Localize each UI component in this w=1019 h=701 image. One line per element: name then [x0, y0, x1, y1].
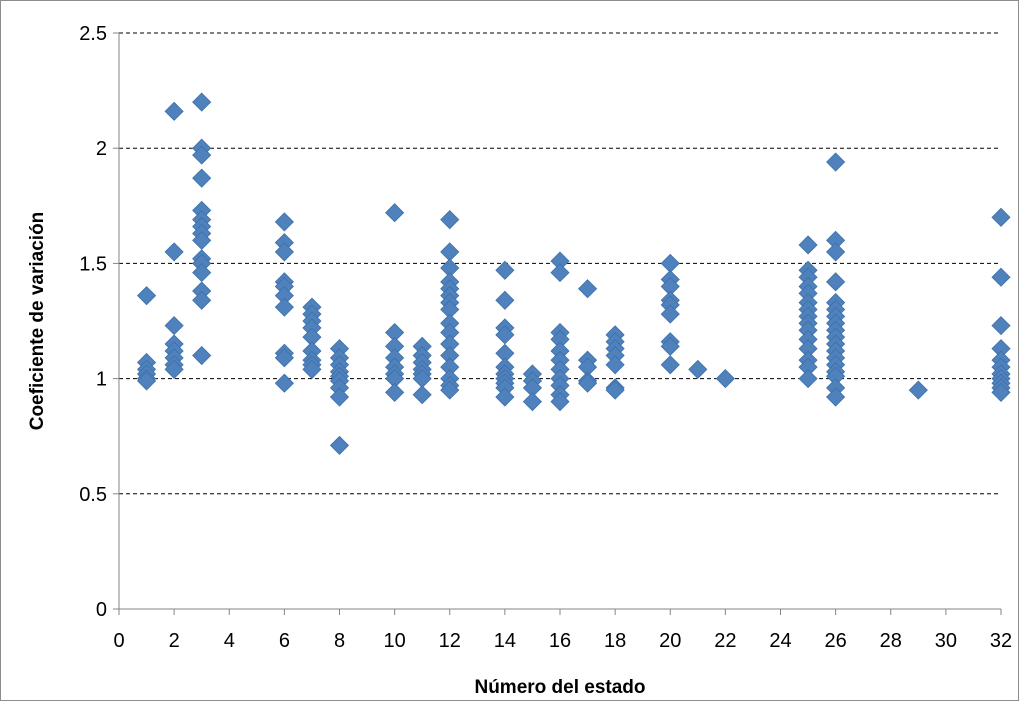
y-tick-label: 2.5: [79, 23, 107, 45]
data-point: [274, 242, 294, 262]
data-point: [164, 316, 184, 336]
x-tick-label: 8: [334, 630, 345, 652]
data-point: [798, 369, 818, 389]
tick-labels: 00.511.522.50 2 4 6 8 10 12 14 16 18 20 22 24 26 28 30 3…: [79, 23, 1012, 652]
x-tick-label: 22: [714, 630, 736, 652]
data-point: [385, 382, 405, 402]
x-tick-label: 28: [880, 630, 902, 652]
x-tick-label: 10: [384, 630, 406, 652]
data-point: [192, 145, 212, 165]
x-tick-label: 12: [439, 630, 461, 652]
y-tick-label: 1.5: [79, 253, 107, 275]
data-point: [660, 304, 680, 324]
data-point: [495, 290, 515, 310]
data-point: [495, 260, 515, 280]
data-point: [826, 272, 846, 292]
data-point: [385, 203, 405, 223]
data-point: [550, 392, 570, 412]
y-tick-label: 0.5: [79, 484, 107, 506]
data-point: [605, 355, 625, 375]
x-axis-title: Número del estado: [474, 677, 645, 698]
data-point: [660, 253, 680, 273]
x-tick-label: 30: [935, 630, 957, 652]
y-tick-label: 1: [96, 369, 107, 391]
data-point: [412, 385, 432, 405]
data-point: [688, 359, 708, 379]
y-tick-label: 2: [96, 138, 107, 160]
data-point: [192, 92, 212, 112]
data-point: [550, 263, 570, 283]
data-point: [274, 348, 294, 368]
x-tick-label: 24: [769, 630, 791, 652]
axes: [113, 32, 1002, 615]
data-point: [577, 279, 598, 299]
data-point: [495, 387, 515, 407]
data-point: [991, 267, 1011, 287]
x-tick-label: 16: [549, 630, 571, 652]
data-point: [164, 101, 184, 121]
data-point: [192, 345, 212, 366]
x-tick-label: 6: [279, 630, 290, 652]
data-point: [826, 242, 846, 262]
x-tick-label: 2: [169, 630, 180, 652]
data-point: [192, 290, 212, 310]
data-point: [136, 371, 157, 391]
data-point: [826, 387, 846, 407]
x-tick-label: 18: [604, 630, 626, 652]
data-point: [826, 152, 846, 172]
data-point: [136, 286, 157, 306]
x-tick-label: 14: [494, 630, 516, 652]
data-point: [798, 235, 818, 255]
x-tick-label: 0: [113, 630, 124, 652]
y-axis-title: Coeficiente de variación: [27, 212, 48, 431]
data-point: [164, 359, 184, 379]
data-point: [522, 392, 543, 412]
data-point: [715, 369, 735, 389]
data-point: [991, 207, 1011, 227]
x-tick-label: 32: [990, 630, 1012, 652]
data-point: [274, 373, 294, 393]
data-point: [440, 210, 460, 230]
data-point: [329, 435, 350, 455]
x-tick-label: 26: [825, 630, 847, 652]
x-tick-label: 4: [224, 630, 235, 652]
data-point: [329, 387, 350, 407]
data-point: [991, 382, 1011, 402]
data-point: [908, 380, 928, 400]
data-point: [274, 212, 294, 232]
y-tick-label: 0: [96, 599, 107, 621]
data-point: [274, 297, 294, 317]
data-point: [164, 242, 184, 262]
data-point: [605, 380, 625, 400]
data-point: [440, 242, 460, 262]
data-point: [440, 380, 460, 400]
data-points: [136, 92, 1011, 455]
data-point: [192, 168, 212, 188]
data-point: [302, 359, 322, 379]
x-tick-label: 20: [659, 630, 681, 652]
data-point: [991, 316, 1011, 336]
data-point: [660, 355, 680, 375]
data-point: [577, 373, 598, 393]
